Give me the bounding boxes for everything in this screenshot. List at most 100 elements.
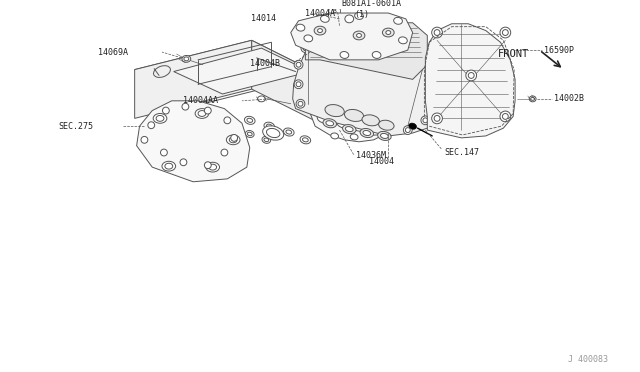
Ellipse shape [378,131,391,141]
Ellipse shape [266,128,280,138]
Ellipse shape [141,137,148,143]
Ellipse shape [317,33,323,38]
Ellipse shape [529,96,536,102]
Ellipse shape [326,121,333,126]
Ellipse shape [344,109,364,121]
Polygon shape [134,40,252,118]
Ellipse shape [421,116,429,125]
Ellipse shape [296,99,305,108]
Ellipse shape [230,126,235,130]
Ellipse shape [247,118,253,122]
Ellipse shape [294,60,303,69]
Ellipse shape [372,51,381,58]
Ellipse shape [296,82,301,87]
Ellipse shape [321,15,329,22]
Ellipse shape [257,96,266,102]
Text: 14004: 14004 [369,157,394,166]
Ellipse shape [345,15,354,23]
Ellipse shape [360,128,374,138]
Ellipse shape [500,111,511,122]
Ellipse shape [221,149,228,156]
Ellipse shape [264,138,269,142]
Ellipse shape [204,107,211,114]
Ellipse shape [195,109,209,118]
Ellipse shape [284,128,294,136]
Ellipse shape [180,159,187,166]
Ellipse shape [262,137,271,143]
Polygon shape [173,48,310,94]
Ellipse shape [162,161,175,171]
Ellipse shape [206,162,220,172]
Text: FRONT: FRONT [497,49,529,59]
Ellipse shape [434,115,440,121]
Text: SEC.275: SEC.275 [59,122,93,131]
Ellipse shape [303,46,308,51]
Ellipse shape [337,118,352,128]
Ellipse shape [227,135,240,145]
Ellipse shape [294,80,303,89]
Ellipse shape [316,31,324,40]
Ellipse shape [314,106,322,112]
Polygon shape [291,13,413,60]
Ellipse shape [466,70,477,81]
Ellipse shape [381,134,388,138]
Polygon shape [310,99,388,142]
Ellipse shape [432,27,442,38]
Ellipse shape [262,126,284,140]
Ellipse shape [423,118,428,123]
Ellipse shape [394,17,403,24]
Ellipse shape [433,99,442,108]
Ellipse shape [317,113,333,124]
Ellipse shape [432,113,442,124]
Ellipse shape [182,55,191,62]
Ellipse shape [209,164,216,170]
Text: 14002B: 14002B [554,94,584,103]
Ellipse shape [355,13,364,19]
Ellipse shape [154,66,170,77]
Ellipse shape [403,126,412,134]
Ellipse shape [348,101,355,107]
Ellipse shape [301,44,310,52]
Ellipse shape [386,31,391,35]
Text: B: B [333,9,337,13]
Ellipse shape [500,27,511,38]
Ellipse shape [363,131,371,135]
Ellipse shape [264,122,275,130]
Ellipse shape [342,125,356,134]
Ellipse shape [340,51,349,58]
Ellipse shape [323,119,337,128]
Ellipse shape [399,37,407,44]
Text: SEC.147: SEC.147 [444,148,479,157]
Ellipse shape [231,134,237,141]
Ellipse shape [314,26,326,35]
Ellipse shape [248,132,252,136]
Ellipse shape [228,125,237,132]
Ellipse shape [286,130,292,134]
Text: 14014: 14014 [251,15,276,23]
Ellipse shape [502,30,508,35]
Text: B081A1-0601A: B081A1-0601A [342,0,401,8]
Ellipse shape [300,136,310,144]
Ellipse shape [435,101,440,106]
Polygon shape [305,23,428,79]
Ellipse shape [229,137,237,143]
Text: (1): (1) [354,10,369,19]
Ellipse shape [163,107,170,114]
Ellipse shape [351,121,367,131]
Ellipse shape [376,117,385,123]
Ellipse shape [165,163,173,169]
Ellipse shape [350,134,358,140]
Ellipse shape [379,120,394,130]
Ellipse shape [531,97,534,100]
Polygon shape [292,26,442,136]
Ellipse shape [431,80,440,89]
Ellipse shape [353,31,365,40]
Ellipse shape [362,115,380,126]
Ellipse shape [369,128,376,134]
Ellipse shape [468,73,474,78]
Ellipse shape [184,57,189,61]
Text: 14004B: 14004B [250,59,280,68]
Text: 14004A: 14004A [305,9,335,17]
Ellipse shape [161,149,167,156]
Ellipse shape [245,131,254,138]
